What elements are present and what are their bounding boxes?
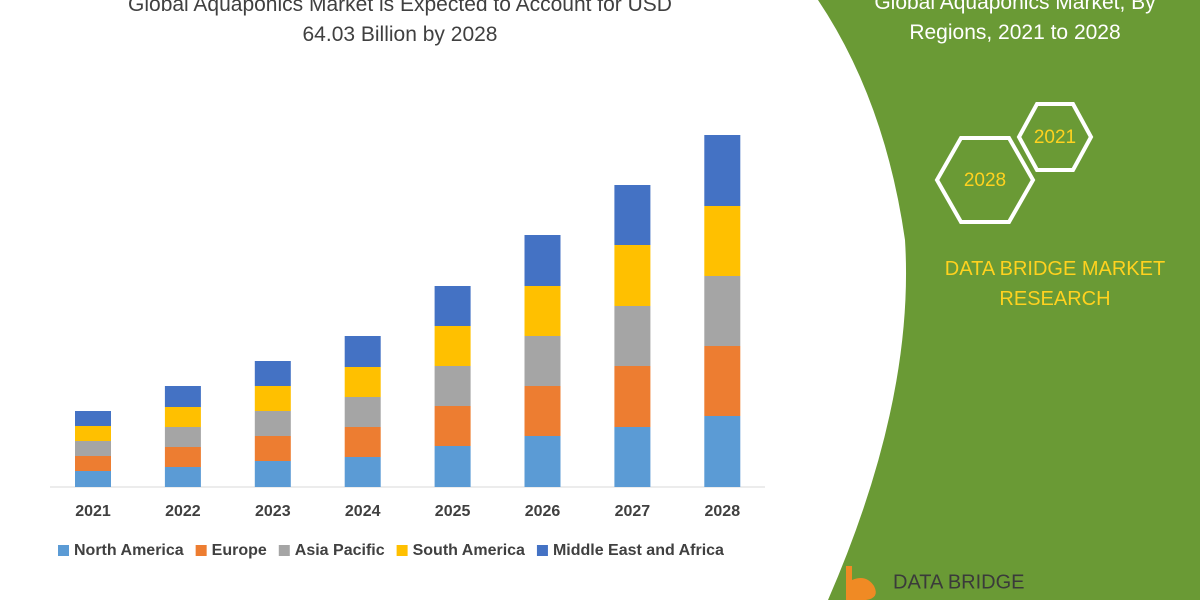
bar-segment xyxy=(704,135,741,206)
bar-segment xyxy=(75,411,111,426)
hexagon-label: 2021 xyxy=(1034,127,1076,148)
bar-segment xyxy=(164,407,201,427)
bar-segment xyxy=(75,441,111,456)
x-tick-label: 2028 xyxy=(705,503,741,520)
logo-text: DATA BRIDGE xyxy=(893,571,1025,593)
bar-segment xyxy=(75,426,111,441)
bar-segment xyxy=(344,367,381,397)
hexagon xyxy=(934,136,1036,224)
bar-segment xyxy=(434,366,471,406)
bar-segment xyxy=(524,436,561,487)
chart-title: Global Aquaponics Market is Expected to … xyxy=(128,0,672,46)
hexagon xyxy=(1016,102,1094,172)
bar-segment xyxy=(524,336,561,386)
bar-segment xyxy=(254,436,291,461)
x-tick-label: 2026 xyxy=(525,503,561,520)
legend-swatch xyxy=(58,545,69,556)
bar-segment xyxy=(164,467,201,487)
logo-icon xyxy=(846,566,876,600)
bar-segment xyxy=(524,386,561,436)
x-tick-label: 2027 xyxy=(615,503,651,520)
bar-segment xyxy=(704,346,741,416)
x-tick-label: 2021 xyxy=(75,503,111,520)
bar-segment xyxy=(434,406,471,446)
bar-segment xyxy=(344,336,381,367)
bar-segment xyxy=(164,386,201,407)
legend-swatch xyxy=(536,545,548,556)
bar-segment xyxy=(704,276,741,346)
bar-segment xyxy=(704,416,741,487)
bar-segment xyxy=(164,447,201,467)
bar-segment xyxy=(434,446,471,487)
bar-segment xyxy=(254,361,291,386)
legend-swatch xyxy=(278,545,290,556)
green-panel xyxy=(818,0,1200,600)
x-tick-label: 2022 xyxy=(165,503,201,520)
bar-segment xyxy=(75,456,111,471)
bar-segment xyxy=(344,427,381,457)
bar-segment xyxy=(164,427,201,447)
bar-segment xyxy=(434,286,471,326)
bar-segment xyxy=(614,366,651,427)
x-tick-label: 2024 xyxy=(345,503,381,520)
bar-segment xyxy=(704,206,741,276)
legend-label: North America xyxy=(74,542,184,559)
legend-label: Asia Pacific xyxy=(295,542,385,559)
legend-label: Middle East and Africa xyxy=(553,542,724,559)
bar-segment xyxy=(614,185,651,245)
bar-segment xyxy=(254,411,291,436)
legend-label: South America xyxy=(413,542,525,559)
bar-segment xyxy=(524,235,561,286)
hexagon-label: 2028 xyxy=(964,170,1006,191)
bar-segment xyxy=(614,306,651,366)
bar-segment xyxy=(254,461,291,487)
bar-segment xyxy=(434,326,471,366)
legend-swatch xyxy=(195,545,207,556)
bar-segment xyxy=(614,427,651,487)
legend-swatch xyxy=(396,545,408,556)
bar-segment xyxy=(614,245,651,306)
legend-label: Europe xyxy=(212,542,267,559)
x-tick-label: 2025 xyxy=(435,503,471,520)
x-tick-label: 2023 xyxy=(255,503,291,520)
side-title: Global Aquaponics Market, By Regions, 20… xyxy=(874,0,1156,44)
bar-segment xyxy=(75,471,111,487)
bar-segment xyxy=(344,457,381,487)
bar-segment xyxy=(524,286,561,336)
bar-segment xyxy=(254,386,291,411)
brand: DATA BRIDGE MARKET RESEARCH xyxy=(944,258,1166,310)
bar-segment xyxy=(344,397,381,427)
